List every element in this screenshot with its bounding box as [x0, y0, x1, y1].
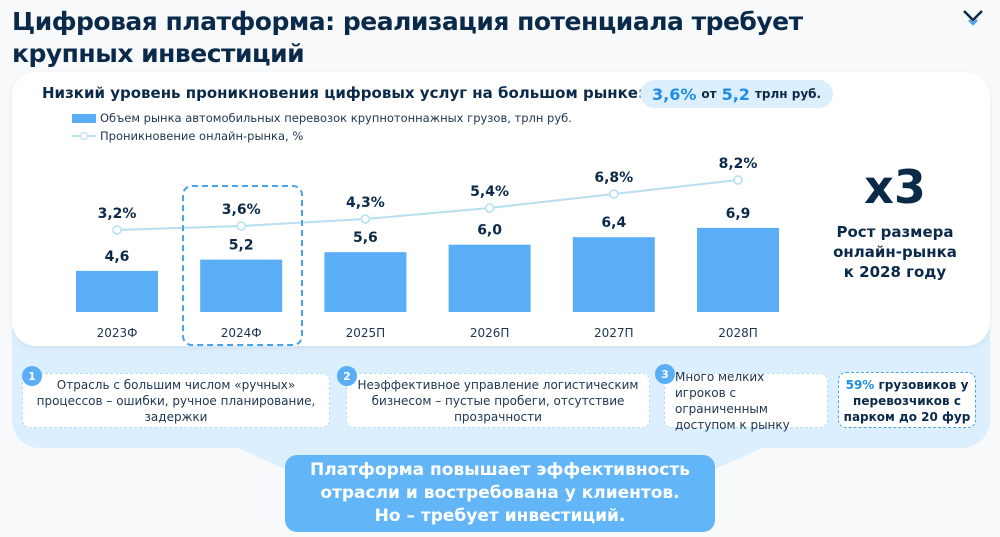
small-carriers-stat: 59% грузовиков у перевозчиков с парком д… [838, 372, 976, 428]
category-tick-label: 2023Ф [97, 326, 138, 340]
line-value-label: 3,6% [222, 202, 261, 218]
bar [572, 237, 655, 312]
line-point [609, 189, 619, 199]
legend-bar-swatch [72, 113, 96, 123]
bar [697, 227, 779, 312]
category-tick-label: 2028П [718, 326, 758, 340]
bar-value-label: 5,2 [229, 238, 254, 254]
conclusion-line-2: отрасли и востребована у клиентов. [320, 483, 680, 503]
problem-text: Много мелких игроков с ограниченным дост… [675, 369, 790, 432]
pill-pct: 3,6% [652, 84, 697, 104]
bar-value-label: 5,6 [353, 230, 378, 246]
bar [448, 244, 531, 312]
line-point [236, 221, 246, 231]
problem-card-1: Отрасль с большим числом «ручных» процес… [22, 373, 330, 428]
problem-text: Отрасль с большим числом «ручных» процес… [36, 377, 316, 424]
penetration-line [116, 179, 739, 231]
highlight-2024-box [182, 185, 303, 346]
problem-card-2: Неэффективное управление логистическим б… [346, 373, 650, 428]
stat-pct: 59% [845, 378, 875, 392]
bar [200, 259, 283, 312]
growth-line-1: Рост размера [836, 223, 954, 241]
line-value-label: 8,2% [719, 156, 758, 172]
conclusion-line-1: Платформа повышает эффективность [310, 460, 690, 480]
line-value-label: 6,8% [594, 170, 633, 186]
bar-value-label: 6,9 [726, 206, 751, 222]
line-point [733, 175, 743, 185]
growth-multiplier: x3 [864, 160, 926, 214]
page-title: Цифровая платформа: реализация потенциал… [12, 7, 803, 68]
category-tick-label: 2026П [470, 326, 510, 340]
number-badge-3: 3 [655, 364, 675, 384]
line-value-label: 4,3% [346, 195, 385, 211]
pill-unit: трлн руб. [754, 87, 822, 101]
legend-line: Проникновение онлайн-рынка, % [72, 129, 303, 143]
problem-text: Неэффективное управление логистическим б… [357, 377, 639, 424]
bar-value-label: 6,0 [477, 223, 502, 239]
stat-text: грузовиков у перевозчиков с парком до 20… [843, 378, 971, 424]
problem-card-3: Много мелких игроков с ограниченным дост… [664, 370, 828, 432]
legend-line-label: Проникновение онлайн-рынка, % [100, 129, 304, 143]
chevron-logo-icon [963, 10, 983, 26]
category-tick-label: 2027П [594, 326, 634, 340]
line-value-label: 3,2% [98, 206, 137, 222]
pill-value: 5,2 [721, 84, 750, 104]
legend-line-swatch [72, 131, 96, 141]
pill-of: от [701, 87, 717, 101]
growth-caption: Рост размера онлайн-рынка к 2028 году [815, 222, 975, 282]
legend-bar-label: Объем рынка автомобильных перевозок круп… [100, 111, 572, 125]
conclusion-line-3: Но – требует инвестиций. [374, 506, 626, 526]
category-tick-label: 2024Ф [221, 326, 262, 340]
number-badge-2: 2 [337, 366, 357, 386]
growth-line-3: к 2028 году [843, 263, 947, 281]
line-point [484, 203, 495, 213]
line-value-label: 5,4% [470, 184, 509, 200]
legend-bar: Объем рынка автомобильных перевозок круп… [72, 111, 572, 125]
bar-value-label: 6,4 [601, 215, 626, 231]
chart-subtitle: Низкий уровень проникновения цифровых ус… [42, 84, 644, 102]
bar [324, 252, 407, 312]
category-tick-label: 2025П [346, 326, 386, 340]
growth-line-2: онлайн-рынка [833, 243, 957, 261]
bar [76, 270, 158, 312]
line-point [360, 214, 371, 224]
line-point [112, 225, 122, 235]
conclusion-banner: Платформа повышает эффективность отрасли… [285, 455, 715, 532]
penetration-pill: 3,6% от 5,2 трлн руб. [640, 80, 834, 108]
number-badge-1: 1 [22, 366, 42, 386]
bar-value-label: 4,6 [105, 249, 130, 265]
